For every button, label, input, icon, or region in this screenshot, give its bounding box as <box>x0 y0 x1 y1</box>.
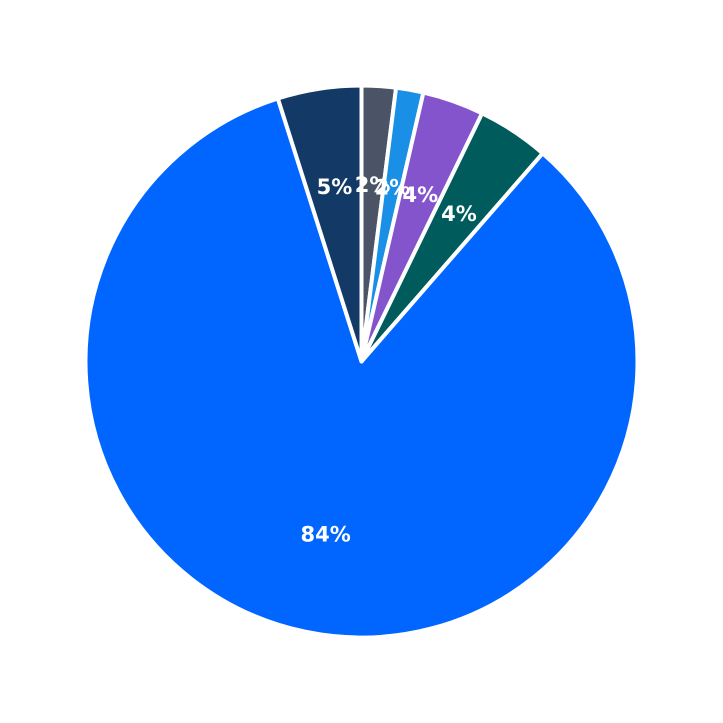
slice-label-1: 2% <box>355 173 391 197</box>
pie-slices <box>83 83 640 640</box>
pie-slice-5 <box>83 96 640 640</box>
slice-label-3: 4% <box>402 183 438 207</box>
slice-label-6: 5% <box>317 175 353 199</box>
slice-label-2: 2% <box>375 176 411 200</box>
pie-slice-6 <box>275 83 364 364</box>
pie-labels: 2%2%4%4%84%5% <box>301 173 477 546</box>
slice-label-4: 4% <box>441 202 477 226</box>
slice-label-5: 84% <box>301 522 351 546</box>
